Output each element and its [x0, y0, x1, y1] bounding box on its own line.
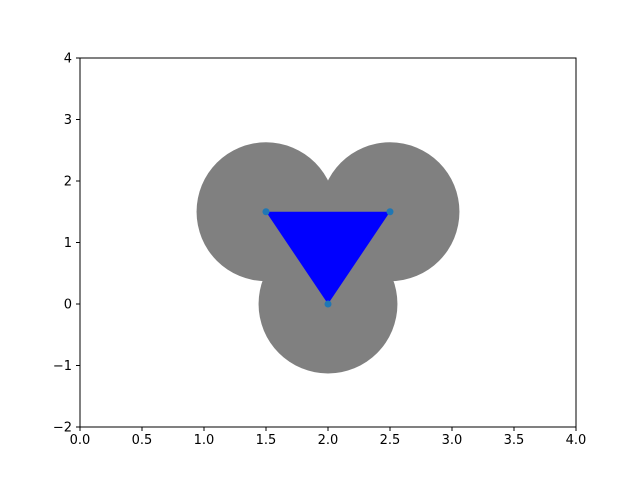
- scatter-point-1: [386, 208, 394, 216]
- x-tick-label: 1.0: [194, 433, 215, 448]
- triangle: [266, 211, 390, 304]
- y-tick-label: 1: [64, 236, 72, 251]
- x-axis: 0.0 0.5 1.0 1.5 2.0 2.5 3.0 3.5 4.0: [70, 427, 587, 448]
- x-tick-label: 2.0: [318, 433, 339, 448]
- plot-area: [196, 142, 460, 374]
- x-tick-label: 3.0: [442, 433, 463, 448]
- y-axis: −2 −1 0 1 2 3 4: [53, 52, 80, 436]
- x-tick-label: 3.5: [504, 433, 525, 448]
- x-tick-label: 4.0: [566, 433, 587, 448]
- y-tick-label: −1: [53, 359, 72, 374]
- triangle-layer: [266, 211, 390, 304]
- y-tick-label: 4: [64, 52, 72, 67]
- points-layer: [262, 208, 394, 308]
- x-tick-label: 2.5: [380, 433, 401, 448]
- scatter-point-0: [262, 208, 270, 216]
- y-tick-label: 2: [64, 175, 72, 190]
- y-tick-label: −2: [53, 421, 72, 436]
- scatter-point-2: [324, 300, 332, 308]
- y-tick-label: 0: [64, 298, 72, 313]
- y-tick-label: 3: [64, 113, 72, 128]
- x-tick-label: 0.5: [132, 433, 153, 448]
- x-tick-label: 0.0: [70, 433, 91, 448]
- x-tick-label: 1.5: [256, 433, 277, 448]
